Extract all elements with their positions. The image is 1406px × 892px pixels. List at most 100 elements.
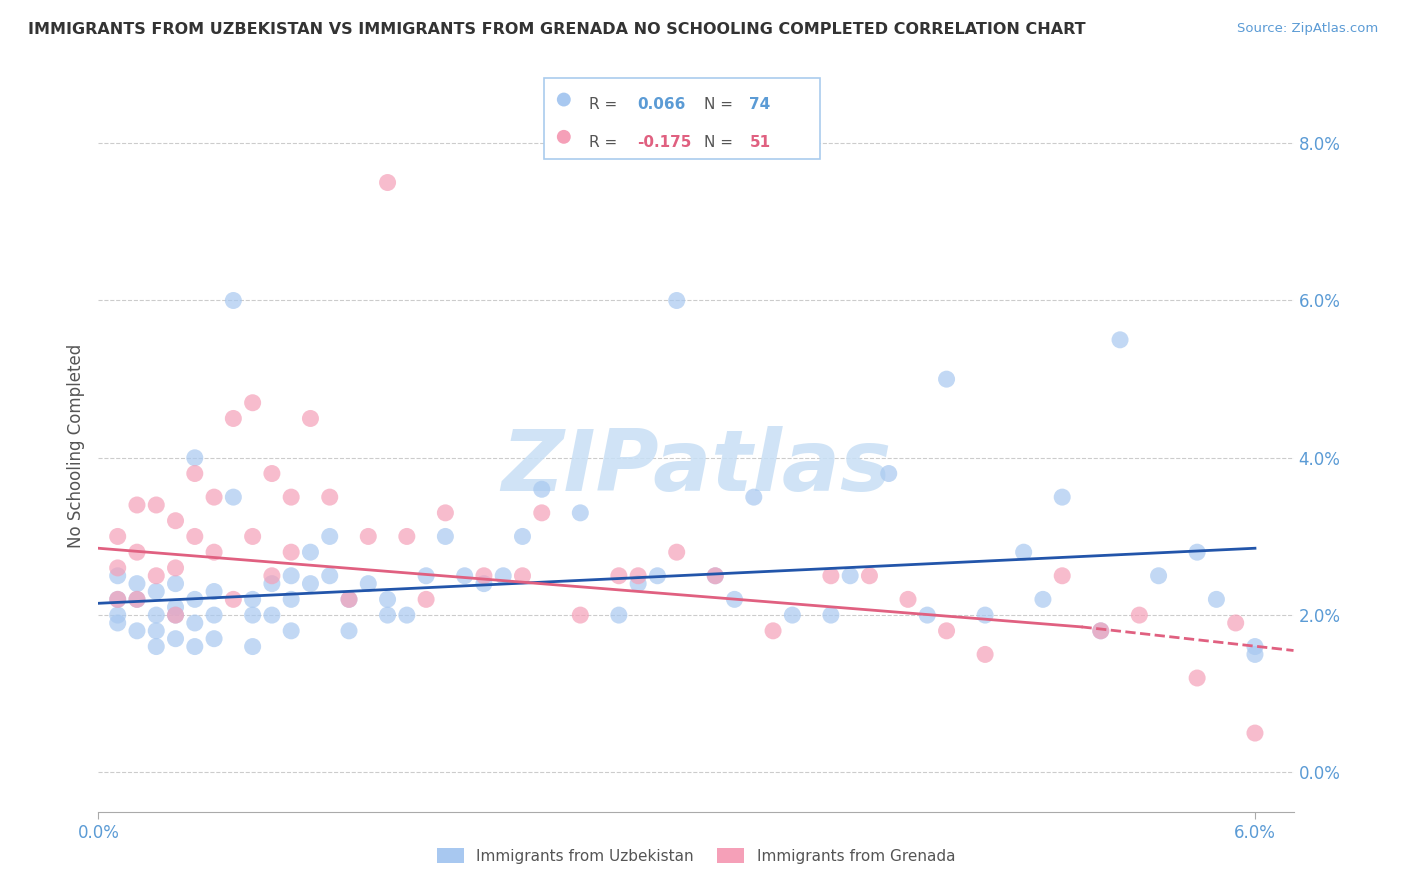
Point [222, 293, 245, 308]
Point [1225, 615, 1247, 630]
Point [242, 592, 264, 607]
Point [337, 624, 360, 638]
Point [877, 467, 900, 481]
Point [974, 648, 997, 662]
Point [820, 568, 842, 582]
Point [607, 568, 630, 582]
Point [434, 529, 457, 543]
Point [395, 529, 418, 543]
Point [280, 568, 302, 582]
Point [107, 568, 129, 582]
Point [319, 529, 342, 543]
Point [1090, 624, 1112, 638]
Point [184, 450, 207, 465]
Point [762, 624, 785, 638]
Point [145, 498, 167, 512]
Point [974, 608, 997, 623]
Text: N =: N = [704, 136, 738, 151]
Point [165, 576, 187, 591]
Point [704, 568, 727, 582]
Point [260, 608, 283, 623]
Point [742, 490, 765, 504]
Text: -0.175: -0.175 [637, 136, 692, 151]
Point [260, 568, 283, 582]
Point [704, 568, 727, 582]
Point [107, 608, 129, 623]
Point [145, 608, 167, 623]
Point [553, 129, 575, 144]
Point [377, 176, 399, 190]
Point [165, 608, 187, 623]
Point [165, 514, 187, 528]
Point [319, 490, 342, 504]
Point [125, 592, 148, 607]
Point [299, 411, 322, 425]
Point [125, 592, 148, 607]
Point [1050, 490, 1073, 504]
Point [1244, 640, 1267, 654]
Point [569, 608, 592, 623]
Point [1128, 608, 1150, 623]
Point [627, 576, 650, 591]
Point [202, 608, 225, 623]
Text: IMMIGRANTS FROM UZBEKISTAN VS IMMIGRANTS FROM GRENADA NO SCHOOLING COMPLETED COR: IMMIGRANTS FROM UZBEKISTAN VS IMMIGRANTS… [28, 22, 1085, 37]
Point [145, 624, 167, 638]
Point [299, 576, 322, 591]
Point [512, 568, 534, 582]
Point [472, 568, 495, 582]
Point [125, 545, 148, 559]
Point [107, 529, 129, 543]
Point [820, 608, 842, 623]
Point [453, 568, 475, 582]
Text: 0.066: 0.066 [637, 97, 685, 112]
Point [202, 632, 225, 646]
Point [222, 490, 245, 504]
Point [1185, 671, 1208, 685]
Point [395, 608, 418, 623]
Point [472, 576, 495, 591]
Text: 74: 74 [749, 97, 770, 112]
Point [569, 506, 592, 520]
Point [434, 506, 457, 520]
Point [553, 93, 575, 107]
Point [1050, 568, 1073, 582]
Point [184, 529, 207, 543]
Point [299, 545, 322, 559]
Point [377, 592, 399, 607]
Point [202, 584, 225, 599]
Point [319, 568, 342, 582]
Point [165, 600, 187, 615]
Point [280, 545, 302, 559]
Point [260, 576, 283, 591]
Point [260, 467, 283, 481]
Text: R =: R = [589, 136, 623, 151]
FancyBboxPatch shape [544, 78, 820, 159]
Point [242, 640, 264, 654]
Point [1244, 726, 1267, 740]
Point [858, 568, 880, 582]
Point [723, 592, 745, 607]
Text: R =: R = [589, 97, 623, 112]
Point [415, 568, 437, 582]
Point [184, 615, 207, 630]
Point [280, 624, 302, 638]
Point [1109, 333, 1132, 347]
Point [512, 529, 534, 543]
Point [222, 411, 245, 425]
Text: ZIPatlas: ZIPatlas [501, 426, 891, 509]
Point [647, 568, 669, 582]
Point [839, 568, 862, 582]
Text: 51: 51 [749, 136, 770, 151]
Point [1244, 648, 1267, 662]
Point [242, 396, 264, 410]
Point [165, 632, 187, 646]
Point [280, 490, 302, 504]
Point [145, 568, 167, 582]
Point [1205, 592, 1227, 607]
Point [665, 545, 688, 559]
Point [125, 624, 148, 638]
Point [125, 498, 148, 512]
Point [1012, 545, 1035, 559]
Point [202, 545, 225, 559]
Point [337, 592, 360, 607]
